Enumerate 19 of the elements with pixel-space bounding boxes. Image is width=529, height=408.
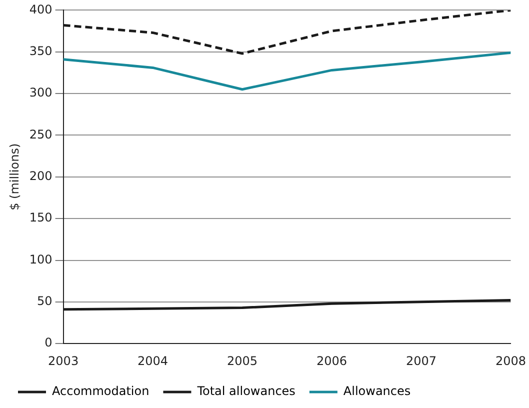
y-tick-label: 300 <box>29 86 52 100</box>
y-tick-label: 150 <box>29 210 52 225</box>
legend-label: Allowances <box>343 384 411 398</box>
x-tick-label: 2006 <box>316 354 348 368</box>
y-tick-label: 50 <box>37 294 52 308</box>
x-tick-label: 2004 <box>138 354 168 368</box>
y-tick-label: 400 <box>29 2 52 16</box>
y-tick-label: 100 <box>29 252 52 266</box>
y-tick-label: 350 <box>29 44 52 58</box>
legend-label: Accommodation <box>52 384 150 398</box>
x-tick-label: 2007 <box>406 354 437 368</box>
x-tick-label: 2003 <box>48 354 79 368</box>
y-tick-label: 200 <box>29 169 52 184</box>
y-axis-title: $ (millions) <box>7 143 22 210</box>
x-tick-label: 2008 <box>495 354 526 368</box>
legend-label: Total allowances <box>196 384 296 398</box>
y-tick-label: 250 <box>29 127 52 142</box>
x-tick-label: 2005 <box>227 354 258 368</box>
y-tick-label: 0 <box>44 336 52 350</box>
